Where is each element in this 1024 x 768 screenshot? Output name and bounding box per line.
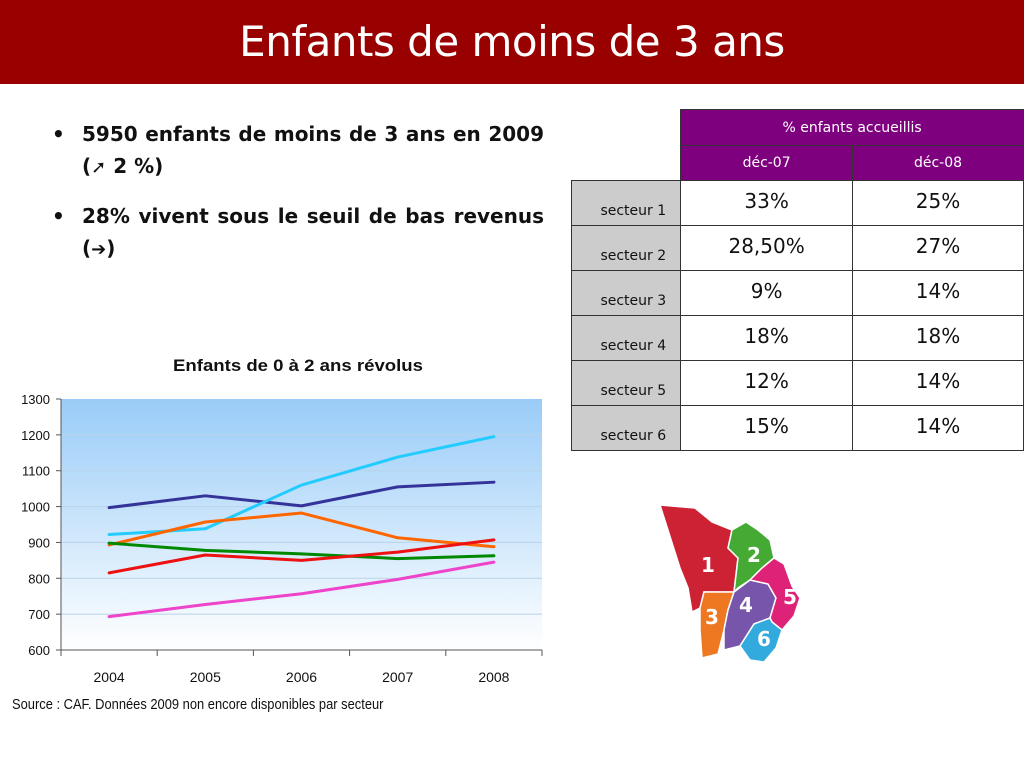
x-tick-label: 2006	[286, 669, 317, 685]
map-sector-label: 2	[747, 543, 761, 567]
series-line-5	[107, 538, 496, 575]
y-tick-label: 1200	[21, 428, 50, 443]
map-sector-label: 5	[783, 585, 797, 609]
table-row: secteur 4 18% 18%	[570, 315, 1024, 361]
map-sector-label: 1	[701, 553, 715, 577]
x-tick-label: 2007	[382, 669, 413, 685]
sector-table: % enfants accueillis déc-07 déc-08 secte…	[570, 109, 1024, 451]
row-label: secteur 2	[570, 225, 682, 271]
y-tick-label: 600	[28, 643, 50, 658]
map-sector-label: 3	[705, 605, 719, 629]
table-cell: 18%	[680, 315, 854, 361]
bullet-item-1: • 5950 enfants de moins de 3 ans en 2009…	[52, 118, 544, 184]
table-cell: 14%	[852, 270, 1024, 316]
bullet-list: • 5950 enfants de moins de 3 ans en 2009…	[52, 118, 544, 282]
table-cell: 28,50%	[680, 225, 854, 271]
x-tick-label: 2005	[190, 669, 221, 685]
line-chart: Enfants de 0 à 2 ans révolus 600 700 800 90…	[21, 356, 543, 685]
source-note: Source : CAF. Données 2009 non encore di…	[12, 696, 384, 713]
table-cell: 25%	[852, 180, 1024, 226]
y-tick-label: 1000	[21, 500, 50, 515]
bullet-2-text-end: )	[106, 236, 116, 260]
map-sector-label: 6	[757, 627, 771, 651]
series-line-4	[107, 541, 496, 561]
table-cell: 33%	[680, 180, 854, 226]
bullet-dot: •	[52, 122, 65, 146]
table-row: secteur 2 28,50% 27%	[570, 225, 1024, 271]
y-tick-label: 900	[28, 535, 50, 550]
table-corner	[571, 109, 681, 181]
map-sector-label: 4	[739, 593, 753, 617]
table-cell: 14%	[852, 405, 1024, 451]
row-label: secteur 4	[570, 315, 682, 361]
row-label: secteur 6	[570, 405, 682, 451]
table-cell: 15%	[680, 405, 854, 451]
table-cell: 9%	[680, 270, 854, 316]
series-line-1	[107, 480, 496, 510]
y-tick-label: 800	[28, 571, 50, 586]
sector-map: 1 23 4 56	[658, 504, 801, 663]
table-cell: 18%	[852, 315, 1024, 361]
bullet-1-text: 5950 enfants de moins de 3 ans en 2009 (	[82, 122, 544, 178]
table-cell: 12%	[680, 360, 854, 406]
y-tick-label: 1300	[21, 392, 50, 407]
table-row: secteur 6 15% 14%	[570, 405, 1024, 451]
bullet-2-text: 28% vivent sous le seuil de bas revenus …	[82, 204, 544, 260]
table-group-header: % enfants accueillis	[680, 109, 1024, 146]
bullet-1-text-end: 2 %)	[106, 154, 164, 178]
map-sector-6	[739, 617, 783, 663]
table-cell: 27%	[852, 225, 1024, 271]
x-tick-label: 2004	[94, 669, 125, 685]
row-label: secteur 1	[570, 180, 682, 226]
series-line-6	[107, 560, 496, 619]
x-tick-label: 2008	[478, 669, 509, 685]
arrow-up-right-icon: ➚	[91, 157, 107, 178]
table-cell: 14%	[852, 360, 1024, 406]
table-row: secteur 3 9% 14%	[570, 270, 1024, 316]
row-label: secteur 3	[570, 270, 682, 316]
table-column-header: déc-08	[852, 145, 1024, 181]
chart-title: Enfants de 0 à 2 ans révolus	[173, 356, 423, 375]
bullet-item-2: • 28% vivent sous le seuil de bas revenu…	[52, 200, 544, 266]
table-row: secteur 1 33% 25%	[570, 180, 1024, 226]
row-label: secteur 5	[570, 360, 682, 406]
arrow-right-icon: ➔	[91, 239, 107, 260]
slide-title: Enfants de moins de 3 ans	[239, 17, 785, 66]
y-tick-label: 700	[28, 607, 50, 622]
y-tick-label: 1100	[22, 464, 50, 479]
bullet-dot: •	[52, 204, 65, 228]
title-bar: Enfants de moins de 3 ans	[0, 0, 1024, 84]
series-line-3	[107, 511, 496, 549]
table-column-header: déc-07	[680, 145, 854, 181]
plot-area	[61, 399, 542, 650]
table-row: secteur 5 12% 14%	[570, 360, 1024, 406]
